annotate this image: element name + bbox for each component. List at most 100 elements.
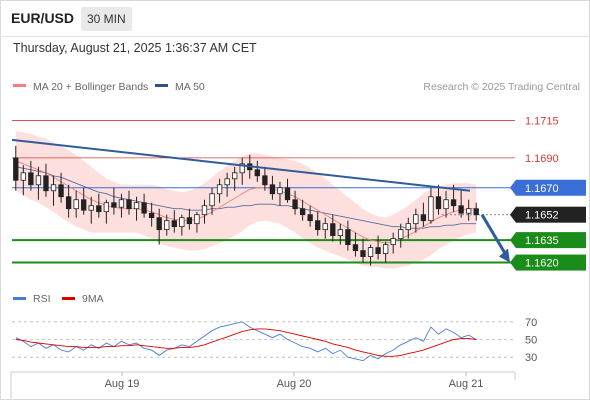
ma20-line — [15, 160, 477, 244]
ma50-legend-swatch — [155, 84, 168, 87]
level-label-box-1-1635 — [516, 232, 586, 249]
time-tick-label: Aug 21 — [449, 378, 484, 390]
bollinger-bands — [15, 130, 477, 269]
candle-body — [443, 199, 449, 210]
candle-body — [299, 208, 306, 216]
bollinger-band-fill — [15, 130, 477, 269]
trend-annotations — [11, 138, 510, 263]
candle-body — [292, 199, 298, 210]
level-label-pointer-1-1635 — [510, 232, 516, 249]
level-label-pointer-1-1670 — [510, 179, 516, 196]
candle-body — [232, 172, 238, 180]
copyright-label: Research © 2025 Trading Central — [423, 81, 580, 93]
rsi-legend-swatch — [13, 297, 26, 300]
ma50-line — [15, 166, 477, 229]
level-label-1-1635: 1.1635 — [525, 235, 559, 247]
candlesticks — [13, 145, 479, 266]
candle-body — [20, 172, 26, 181]
candle-body — [307, 214, 313, 222]
candle-body — [398, 229, 404, 240]
candle-body — [337, 229, 344, 237]
candle-body — [367, 247, 374, 257]
chart-header: EUR/USD 30 MIN — [0, 0, 590, 37]
candle-body — [466, 208, 472, 214]
level-label-pointer-1-1652 — [510, 206, 516, 223]
candle-body — [43, 175, 49, 192]
level-label-1-1652: 1.1652 — [525, 210, 559, 222]
candle-body — [35, 175, 42, 186]
candle-body — [428, 196, 434, 222]
candle-body — [81, 199, 87, 211]
symbol-title: EUR/USD — [11, 10, 75, 26]
candle-body — [375, 247, 381, 254]
rsi-legend-label: RSI — [33, 293, 51, 305]
candle-body — [96, 205, 102, 213]
candle-body — [179, 217, 185, 228]
forecast-arrow-shaft — [480, 213, 509, 258]
candle-body — [458, 205, 464, 214]
candle-body — [118, 199, 125, 208]
candle-body — [262, 175, 268, 186]
candle-body — [254, 169, 260, 177]
candle-body — [405, 223, 411, 231]
ma9-legend-swatch — [62, 297, 75, 300]
rsi-legend: RSI 9MA — [13, 293, 104, 305]
rsi-panel: 70 50 30 — [12, 317, 537, 364]
candle-body — [201, 205, 208, 216]
forecast-arrow-head — [499, 248, 510, 263]
candle-body — [360, 250, 366, 257]
candle-body — [103, 202, 110, 213]
level-label-box-1-1620 — [516, 254, 586, 271]
level-label-1-1715: 1.1715 — [525, 115, 559, 127]
candle-body — [382, 244, 389, 254]
price-level-labels: 1.1715 1.1690 1.1670 1.1652 1.1635 1.1620 — [510, 115, 586, 271]
downtrend-line — [11, 138, 471, 192]
candle-body — [435, 196, 442, 210]
candle-body — [58, 184, 64, 198]
candle-body — [88, 205, 94, 211]
candle-body — [420, 214, 427, 222]
candle-body — [450, 199, 457, 207]
level-label-1-1670: 1.1670 — [525, 183, 559, 195]
level-label-box-1-1652 — [516, 206, 586, 223]
ma20-legend-label: MA 20 + Bollinger Bands — [33, 81, 148, 93]
candle-body — [315, 220, 321, 231]
candle-body — [413, 214, 419, 225]
moving-averages — [15, 160, 477, 244]
candle-body — [171, 220, 177, 228]
level-label-1-1690: 1.1690 — [525, 153, 559, 165]
ma50-legend-label: MA 50 — [175, 81, 205, 93]
candle-body — [194, 214, 200, 225]
candle-body — [277, 187, 283, 195]
ma20-legend-swatch — [13, 84, 26, 87]
candle-body — [473, 208, 479, 216]
candle-body — [126, 199, 132, 210]
candle-body — [111, 202, 117, 208]
candle-body — [216, 184, 223, 195]
candle-body — [28, 172, 34, 186]
main-legend: MA 20 + Bollinger Bands MA 50 Research ©… — [13, 81, 580, 93]
chart-timestamp: Thursday, August 21, 2025 1:36:37 AM CET — [13, 41, 257, 55]
rsi-line — [15, 321, 477, 362]
level-label-1-1620: 1.1620 — [525, 258, 559, 270]
candle-body — [330, 223, 336, 237]
rsi-level-label-30: 30 — [525, 352, 537, 364]
candle-body — [269, 184, 276, 195]
candle-body — [133, 202, 140, 210]
candle-body — [148, 212, 155, 219]
time-tick-label: Aug 20 — [277, 378, 312, 390]
candle-body — [13, 157, 19, 181]
candle-body — [65, 196, 72, 210]
candle-body — [209, 193, 215, 207]
time-axis: Aug 19 Aug 20 Aug 21 — [10, 371, 516, 398]
level-label-pointer-1-1620 — [510, 254, 516, 271]
timeframe-button[interactable]: 30 MIN — [81, 7, 132, 31]
ma9-legend-label: 9MA — [82, 293, 104, 305]
candle-body — [390, 238, 396, 246]
level-label-box-1-1670 — [516, 179, 586, 196]
candle-body — [284, 187, 291, 201]
rsi-level-label-70: 70 — [525, 317, 537, 329]
rsi-ma9-line — [15, 328, 477, 357]
candle-body — [186, 217, 193, 225]
